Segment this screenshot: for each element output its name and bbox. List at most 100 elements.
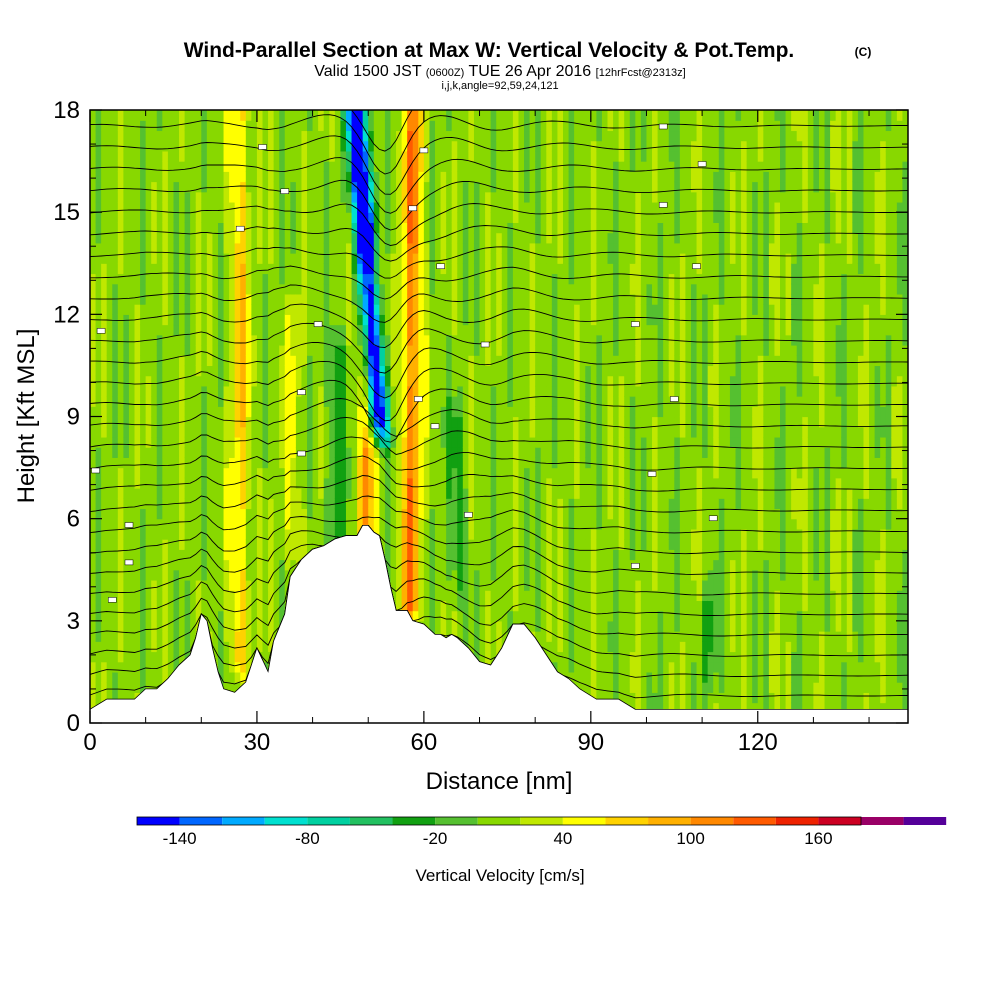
w-cell xyxy=(190,314,197,326)
w-cell xyxy=(457,416,464,428)
w-cell xyxy=(329,181,336,193)
w-cell xyxy=(262,620,269,632)
w-cell xyxy=(312,201,319,213)
w-cell xyxy=(201,579,208,591)
w-cell xyxy=(284,528,291,540)
w-cell xyxy=(535,181,542,193)
w-cell xyxy=(440,314,447,326)
w-cell xyxy=(284,222,291,234)
w-cell xyxy=(95,631,102,642)
w-cell xyxy=(334,263,341,275)
w-cell xyxy=(151,498,158,510)
w-cell xyxy=(501,436,508,448)
w-cell xyxy=(217,212,225,223)
w-cell xyxy=(206,273,214,285)
w-cell xyxy=(418,222,425,234)
w-cell xyxy=(479,324,486,336)
w-cell xyxy=(334,120,341,132)
w-cell xyxy=(418,140,425,152)
w-cell xyxy=(446,242,453,254)
w-cell xyxy=(145,498,152,510)
w-cell xyxy=(390,518,397,530)
w-cell xyxy=(117,620,124,632)
w-cell xyxy=(540,181,547,193)
w-cell xyxy=(446,528,453,540)
w-cell xyxy=(468,569,475,581)
w-cell xyxy=(262,314,269,326)
w-cell xyxy=(401,324,408,336)
w-cell xyxy=(134,682,141,693)
w-cell xyxy=(468,273,475,285)
w-cell xyxy=(312,242,319,254)
w-cell xyxy=(501,406,508,418)
w-cell xyxy=(518,181,525,193)
w-cell xyxy=(446,191,453,203)
w-cell xyxy=(106,590,113,601)
w-cell xyxy=(446,549,453,561)
w-cell xyxy=(540,324,547,336)
w-cell xyxy=(524,171,531,183)
w-cell xyxy=(490,120,497,132)
w-cell xyxy=(318,436,325,448)
w-cell xyxy=(273,447,280,458)
w-cell xyxy=(334,416,341,428)
w-cell xyxy=(485,263,492,275)
w-cell xyxy=(201,130,208,142)
w-cell xyxy=(435,406,442,418)
w-cell xyxy=(167,447,175,458)
w-cell xyxy=(290,314,297,326)
w-cell xyxy=(140,426,147,438)
w-cell xyxy=(128,467,136,479)
w-cell xyxy=(212,426,219,438)
w-cell xyxy=(390,324,397,336)
w-cell xyxy=(140,171,147,183)
w-cell xyxy=(101,263,108,275)
w-cell xyxy=(485,150,492,162)
w-cell xyxy=(485,447,492,458)
w-cell xyxy=(546,324,553,336)
w-cell xyxy=(457,171,464,183)
w-cell xyxy=(156,620,163,632)
w-cell xyxy=(284,150,291,162)
w-cell xyxy=(284,426,291,438)
w-cell xyxy=(340,426,347,438)
w-cell xyxy=(318,334,325,346)
w-cell xyxy=(479,232,486,244)
w-cell xyxy=(362,436,369,448)
w-cell xyxy=(457,406,464,418)
w-cell xyxy=(529,579,536,591)
w-cell xyxy=(95,304,102,315)
w-cell xyxy=(95,539,102,550)
w-cell xyxy=(396,120,403,132)
w-cell xyxy=(524,477,531,489)
w-cell xyxy=(234,365,241,377)
w-cell xyxy=(290,488,297,499)
w-cell xyxy=(151,344,158,356)
w-cell xyxy=(223,201,230,213)
w-cell xyxy=(379,355,386,367)
w-cell xyxy=(468,518,475,530)
w-cell xyxy=(307,375,314,387)
w-cell xyxy=(345,110,353,121)
w-cell xyxy=(384,518,392,530)
w-cell xyxy=(151,375,158,387)
w-cell xyxy=(245,324,252,336)
w-cell xyxy=(312,406,319,418)
w-cell xyxy=(373,263,380,275)
w-cell xyxy=(535,130,542,142)
w-cell xyxy=(295,273,303,285)
w-cell xyxy=(396,181,403,193)
w-cell xyxy=(485,396,492,407)
w-cell xyxy=(485,232,492,244)
w-cell xyxy=(507,314,514,326)
w-cell xyxy=(173,212,180,223)
w-cell xyxy=(384,273,392,285)
w-cell xyxy=(507,518,514,530)
w-cell xyxy=(240,120,247,132)
w-cell xyxy=(329,120,336,132)
w-cell xyxy=(501,365,508,377)
w-cell xyxy=(223,406,230,418)
w-cell xyxy=(501,396,508,407)
w-cell xyxy=(206,436,214,448)
w-cell xyxy=(206,324,214,336)
